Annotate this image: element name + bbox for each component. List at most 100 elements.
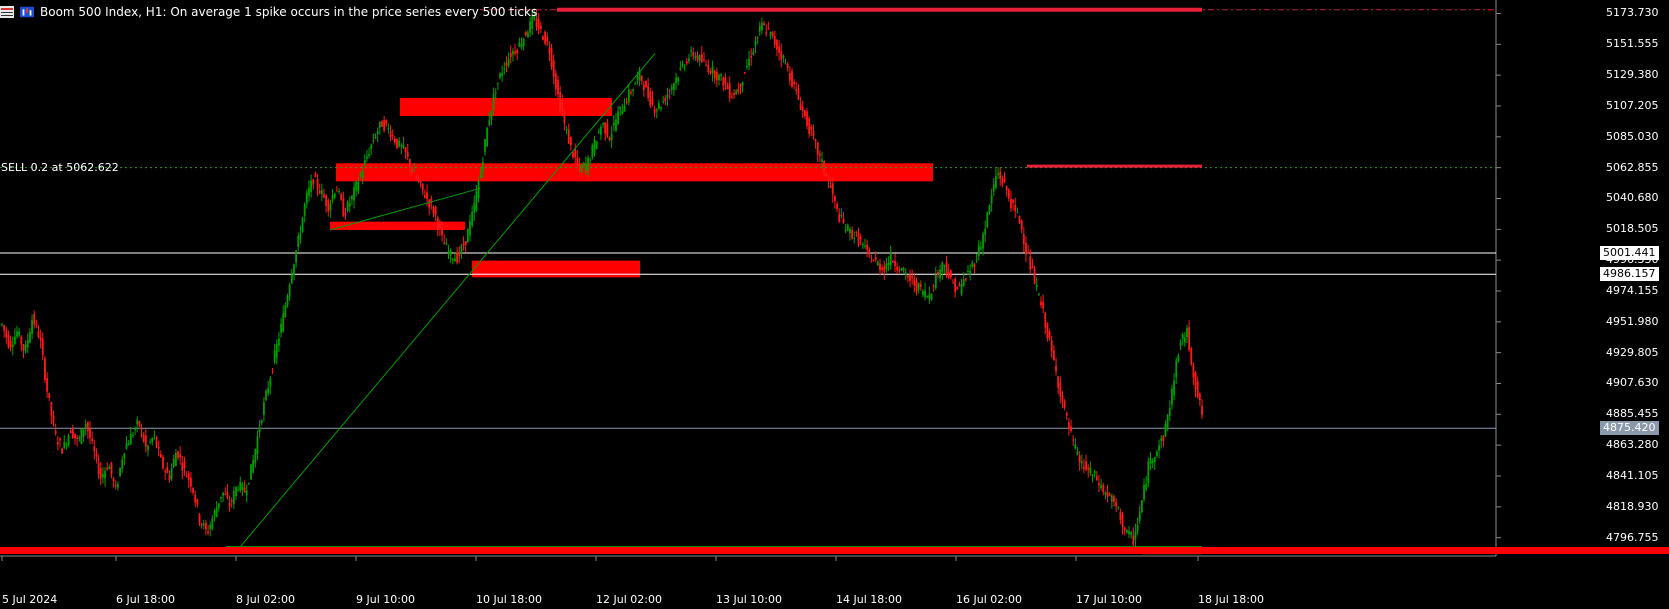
candle-body bbox=[857, 232, 860, 245]
candle-body bbox=[325, 195, 328, 206]
candle-body bbox=[271, 370, 274, 372]
candle-body bbox=[127, 443, 130, 446]
candle-body bbox=[269, 378, 272, 387]
candle-body bbox=[151, 438, 154, 443]
candle-body bbox=[149, 441, 152, 443]
candle-body bbox=[335, 190, 338, 192]
chart-properties-icon[interactable] bbox=[0, 6, 14, 18]
candle-body bbox=[293, 264, 295, 276]
candle-body bbox=[140, 428, 143, 430]
candle-body bbox=[623, 105, 626, 112]
candle-body bbox=[441, 227, 443, 236]
candle-body bbox=[1145, 483, 1148, 490]
candle-body bbox=[610, 133, 613, 141]
candle-body bbox=[956, 287, 959, 290]
candle-body bbox=[679, 67, 682, 70]
candle-body bbox=[954, 278, 957, 292]
candle-body bbox=[202, 523, 205, 526]
candle-body bbox=[683, 66, 686, 68]
candle-body bbox=[700, 54, 703, 62]
candle-body bbox=[823, 161, 826, 173]
candle-body bbox=[1050, 340, 1053, 352]
candle-body bbox=[692, 52, 695, 56]
price-tick-label: 5062.855 bbox=[1606, 160, 1659, 174]
candle-body bbox=[235, 487, 237, 497]
price-tick-label: 4951.980 bbox=[1606, 314, 1659, 328]
candle-body bbox=[943, 265, 946, 267]
candle-body bbox=[563, 115, 566, 123]
candle-body bbox=[715, 72, 718, 81]
candle-body bbox=[673, 83, 675, 91]
candle-body bbox=[765, 31, 768, 34]
candle-body bbox=[505, 62, 508, 66]
candle-body bbox=[374, 137, 377, 139]
symbol-icon[interactable] bbox=[20, 6, 34, 18]
candle-body bbox=[771, 31, 774, 37]
candle-body bbox=[853, 237, 856, 239]
candle-body bbox=[522, 38, 525, 47]
candle-body bbox=[655, 110, 658, 112]
candle-body bbox=[209, 525, 212, 530]
candle-body bbox=[9, 340, 12, 348]
candle-body bbox=[651, 98, 654, 105]
candle-body bbox=[653, 108, 656, 113]
candle-body bbox=[870, 261, 873, 263]
candle-body bbox=[797, 89, 800, 100]
candle-body bbox=[449, 250, 452, 256]
candle-body bbox=[634, 83, 637, 85]
candle-body bbox=[288, 284, 291, 297]
candle-body bbox=[434, 206, 437, 215]
candle-body bbox=[381, 121, 383, 127]
candle-body bbox=[630, 92, 632, 94]
candle-body bbox=[733, 92, 735, 95]
candle-body bbox=[1188, 327, 1191, 350]
candle-body bbox=[432, 207, 435, 214]
candle-body bbox=[1140, 500, 1143, 513]
candle-body bbox=[481, 161, 484, 172]
candle-body bbox=[278, 338, 280, 346]
candle-body bbox=[795, 89, 798, 91]
candle-body bbox=[1179, 342, 1182, 346]
time-tick-label: 17 Jul 10:00 bbox=[1076, 593, 1142, 606]
candle-body bbox=[162, 456, 164, 469]
candle-body bbox=[48, 393, 51, 399]
candle-body bbox=[101, 474, 104, 478]
candle-body bbox=[685, 61, 688, 64]
candle-body bbox=[694, 56, 697, 58]
candle-body bbox=[939, 269, 942, 279]
candle-body bbox=[280, 323, 282, 333]
candle-body bbox=[59, 438, 61, 441]
candle-body bbox=[724, 77, 727, 84]
candle-body bbox=[964, 278, 967, 280]
candle-body bbox=[1177, 355, 1180, 362]
candle-body bbox=[7, 334, 10, 347]
candle-body bbox=[378, 121, 381, 128]
candle-body bbox=[773, 36, 776, 45]
candle-body bbox=[619, 106, 622, 110]
candle-body bbox=[155, 436, 158, 447]
candle-body bbox=[825, 173, 828, 177]
candle-body bbox=[398, 140, 401, 147]
candle-body bbox=[451, 259, 454, 261]
candle-body bbox=[318, 190, 321, 194]
candle-body bbox=[1093, 471, 1096, 474]
candle-body bbox=[29, 332, 31, 343]
candle-body bbox=[589, 159, 592, 161]
supply-zone-3 bbox=[472, 260, 640, 278]
candle-body bbox=[788, 73, 791, 81]
candle-body bbox=[215, 507, 218, 518]
candle-body bbox=[1138, 511, 1141, 521]
price-tick-label: 4796.755 bbox=[1606, 530, 1659, 544]
candle-body bbox=[821, 159, 823, 162]
candle-body bbox=[887, 263, 890, 266]
candle-body bbox=[911, 276, 914, 279]
candle-body bbox=[640, 75, 643, 81]
candle-body bbox=[707, 64, 710, 72]
candle-body bbox=[243, 487, 246, 493]
candle-body bbox=[851, 230, 853, 239]
candle-body bbox=[18, 331, 21, 336]
candle-body bbox=[971, 262, 974, 267]
candle-body bbox=[297, 235, 300, 248]
candle-body bbox=[507, 58, 510, 66]
